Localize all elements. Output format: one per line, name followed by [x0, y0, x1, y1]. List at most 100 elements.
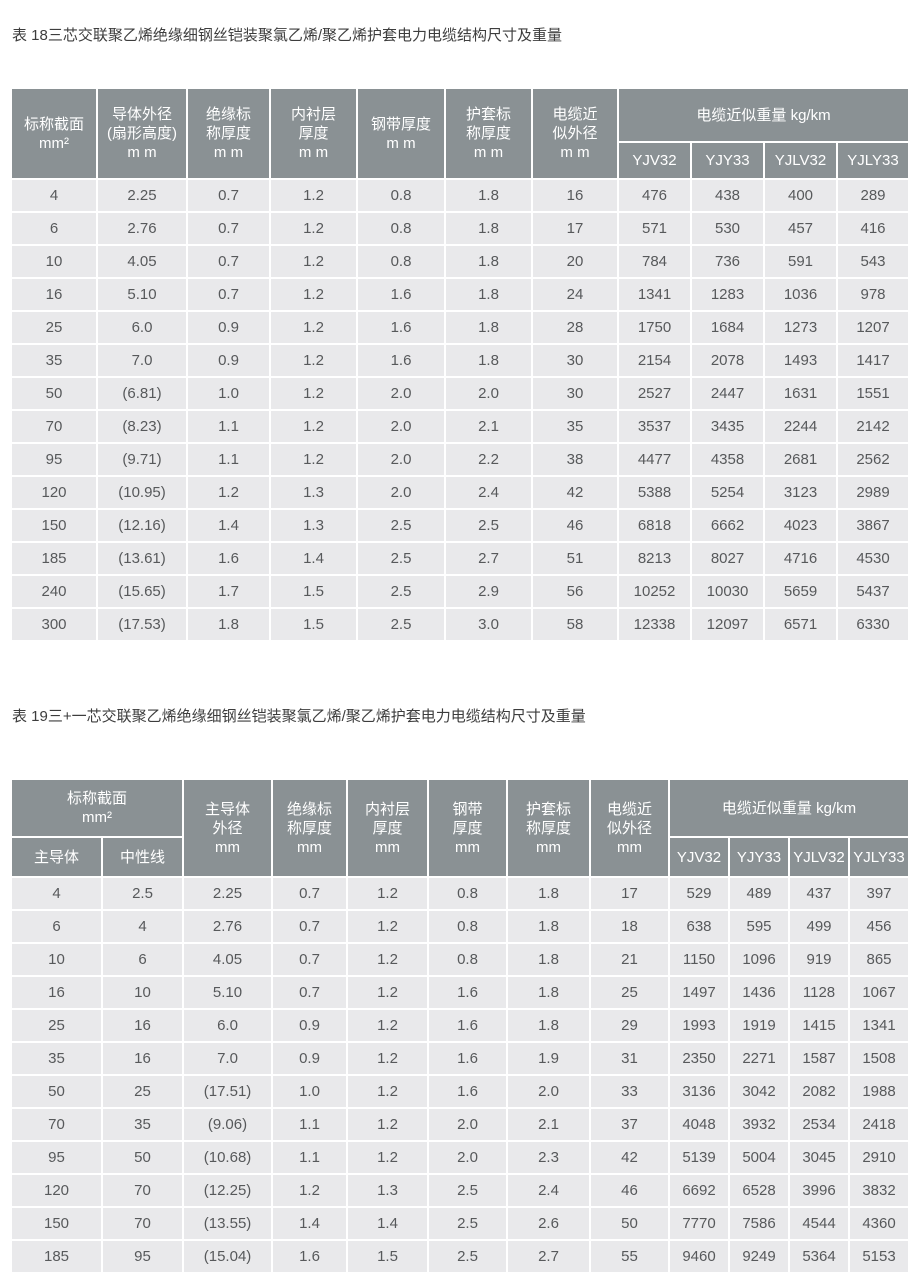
table-cell: 2.9	[446, 576, 531, 607]
table-cell: 2.6	[508, 1208, 590, 1239]
table-cell: 1993	[670, 1010, 729, 1041]
table-cell: 5004	[730, 1142, 789, 1173]
table-cell: 8213	[619, 543, 690, 574]
table-cell: 1.6	[429, 1076, 507, 1107]
table-cell: 2527	[619, 378, 690, 409]
table-cell: 0.9	[273, 1043, 347, 1074]
table-cell: 1.6	[429, 1010, 507, 1041]
table-cell: 1631	[765, 378, 836, 409]
header-steel-tape-thickness: 钢带厚度 m m	[358, 89, 444, 178]
table-cell: 0.9	[188, 312, 269, 343]
table-cell: 46	[533, 510, 617, 541]
table-cell: 3042	[730, 1076, 789, 1107]
table-cell: 1.6	[358, 312, 444, 343]
table-cell: 58	[533, 609, 617, 640]
table-cell: 1.1	[273, 1142, 347, 1173]
table-cell: 50	[591, 1208, 669, 1239]
header-sheath-thickness: 护套标 称厚度 m m	[446, 89, 531, 178]
table-cell: 1096	[730, 944, 789, 975]
table-cell: 7.0	[98, 345, 186, 376]
table-cell: 3435	[692, 411, 763, 442]
table-row: 16 10 5.10 0.7 1.2 1.6 1.8 25 1497 1436 1128 1067	[12, 977, 909, 1008]
table-cell: 1919	[730, 1010, 789, 1041]
table-row: 35 16 7.0 0.9 1.2 1.6 1.9 31 2350 2271 1587 1508	[12, 1043, 909, 1074]
table-cell: 5254	[692, 477, 763, 508]
table-cell: 17	[591, 878, 669, 909]
table-cell: 2154	[619, 345, 690, 376]
table-cell: 3867	[838, 510, 908, 541]
table-cell: 3136	[670, 1076, 729, 1107]
table-cell: 2.5	[103, 878, 183, 909]
table18-cable-spec-table: 标称截面 mm² 导体外径 (扇形高度) m m 绝缘标 称厚度 m m 内衬层…	[10, 87, 910, 642]
table-cell: 38	[533, 444, 617, 475]
table-cell: 1.6	[358, 279, 444, 310]
table-cell: 2.1	[508, 1109, 590, 1140]
table-cell: 10	[12, 246, 96, 277]
table-row: 16 5.10 0.7 1.2 1.6 1.8 24 1341 1283 1036 978	[12, 279, 908, 310]
table-cell: 0.8	[429, 878, 507, 909]
table-cell: 1.2	[271, 312, 356, 343]
table-cell: 0.9	[273, 1010, 347, 1041]
table-cell: 35	[533, 411, 617, 442]
table-cell: 2910	[850, 1142, 909, 1173]
table-cell: 1.2	[348, 1109, 428, 1140]
table-cell: 95	[103, 1241, 183, 1272]
table-cell: 21	[591, 944, 669, 975]
table-cell: 4	[12, 180, 96, 211]
table-cell: 6	[103, 944, 183, 975]
table-cell: 6528	[730, 1175, 789, 1206]
table-cell: 5437	[838, 576, 908, 607]
table-cell: 2.0	[358, 378, 444, 409]
table-cell: 1.8	[508, 977, 590, 1008]
table-cell: 784	[619, 246, 690, 277]
table-cell: 1750	[619, 312, 690, 343]
table-cell: 24	[533, 279, 617, 310]
table-cell: 1.1	[188, 444, 269, 475]
table-cell: 0.8	[358, 246, 444, 277]
table-cell: 1.2	[348, 1076, 428, 1107]
table-cell: 16	[533, 180, 617, 211]
table-cell: 70	[103, 1175, 183, 1206]
table-cell: 42	[591, 1142, 669, 1173]
table-cell: (17.53)	[98, 609, 186, 640]
table-cell: 3932	[730, 1109, 789, 1140]
table19-cable-spec-table: 标称截面 mm² 主导体 外径 mm 绝缘标 称厚度 mm 内衬层 厚度 mm …	[10, 778, 910, 1274]
table-cell: 1341	[850, 1010, 909, 1041]
table-cell: 240	[12, 576, 96, 607]
table-cell: 25	[591, 977, 669, 1008]
table-cell: 7770	[670, 1208, 729, 1239]
table-cell: (9.71)	[98, 444, 186, 475]
table-cell: 3.0	[446, 609, 531, 640]
header-nominal-section-group: 标称截面 mm²	[12, 780, 183, 836]
table-cell: 1.2	[348, 944, 428, 975]
header-conductor-od: 导体外径 (扇形高度) m m	[98, 89, 186, 178]
table-cell: 185	[12, 1241, 101, 1272]
table-cell: 150	[12, 510, 96, 541]
table-row: 70 35 (9.06) 1.1 1.2 2.0 2.1 37 4048 3932 2534 2418	[12, 1109, 909, 1140]
table-cell: (13.55)	[184, 1208, 272, 1239]
table-cell: 1.2	[348, 1010, 428, 1041]
table-cell: 1.8	[508, 1010, 590, 1041]
table-cell: 1.2	[271, 246, 356, 277]
table-cell: 5.10	[184, 977, 272, 1008]
table-cell: 0.7	[188, 180, 269, 211]
table-cell: 3537	[619, 411, 690, 442]
table-cell: (17.51)	[184, 1076, 272, 1107]
header-yjly33: YJLY33	[838, 143, 908, 178]
table-cell: 12097	[692, 609, 763, 640]
table-cell: 1.3	[271, 510, 356, 541]
table-cell: 30	[533, 345, 617, 376]
table-cell: 12338	[619, 609, 690, 640]
table-cell: 0.7	[273, 911, 347, 942]
table-cell: 0.8	[358, 180, 444, 211]
table-cell: 397	[850, 878, 909, 909]
table-cell: 1.6	[188, 543, 269, 574]
table-cell: 438	[692, 180, 763, 211]
header-cable-od: 电缆近 似外径 mm	[591, 780, 669, 876]
table-cell: 4	[12, 878, 101, 909]
table-cell: 2681	[765, 444, 836, 475]
table-cell: 1436	[730, 977, 789, 1008]
table-row: 6 2.76 0.7 1.2 0.8 1.8 17 571 530 457 416	[12, 213, 908, 244]
header-insulation-thickness: 绝缘标 称厚度 m m	[188, 89, 269, 178]
